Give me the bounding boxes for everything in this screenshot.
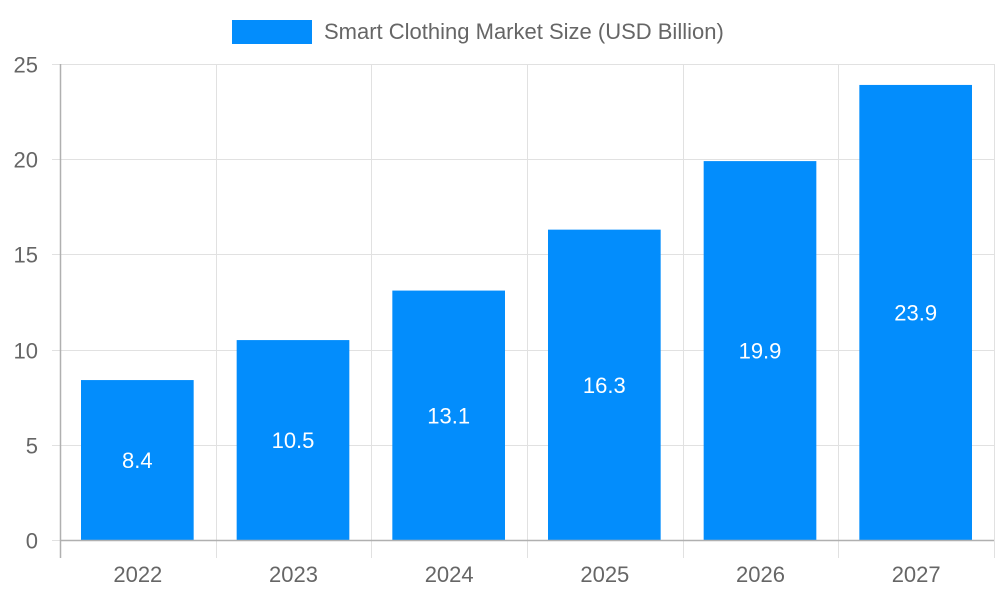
bar-2025[interactable] [548,229,661,540]
axes [59,64,994,558]
y-tick-label: 0 [26,529,38,554]
bar-2026[interactable] [703,161,817,540]
chart-legend[interactable]: Smart Clothing Market Size (USD Billion) [232,19,724,45]
x-tick-label: 2027 [892,562,941,587]
bar-2027[interactable] [859,84,972,540]
x-tick-label: 2026 [736,562,785,587]
y-tick-label: 10 [14,339,38,364]
x-tick-label: 2022 [113,562,162,587]
y-tick-label: 20 [14,148,38,173]
bar-value-label: 23.9 [894,300,937,325]
y-tick-label: 25 [14,53,38,78]
legend-label[interactable]: Smart Clothing Market Size (USD Billion) [324,19,724,44]
bar-value-label: 8.4 [122,448,153,473]
bar-value-label: 16.3 [583,373,626,398]
bar-2024[interactable] [392,290,505,540]
bar-2022[interactable] [81,380,194,540]
y-tick-label: 15 [14,243,38,268]
x-tick-label: 2025 [580,562,629,587]
legend-swatch[interactable] [232,20,312,44]
x-tick-label: 2024 [425,562,474,587]
bar-value-label: 13.1 [427,403,470,428]
bar-2023[interactable] [236,340,350,540]
bar-value-label: 19.9 [739,339,782,364]
y-tick-label: 5 [26,434,38,459]
x-tick-label: 2023 [269,562,318,587]
bars: 8.4 10.5 13.1 16.3 19.9 23.9 [81,84,972,540]
bar-value-label: 10.5 [272,428,315,453]
